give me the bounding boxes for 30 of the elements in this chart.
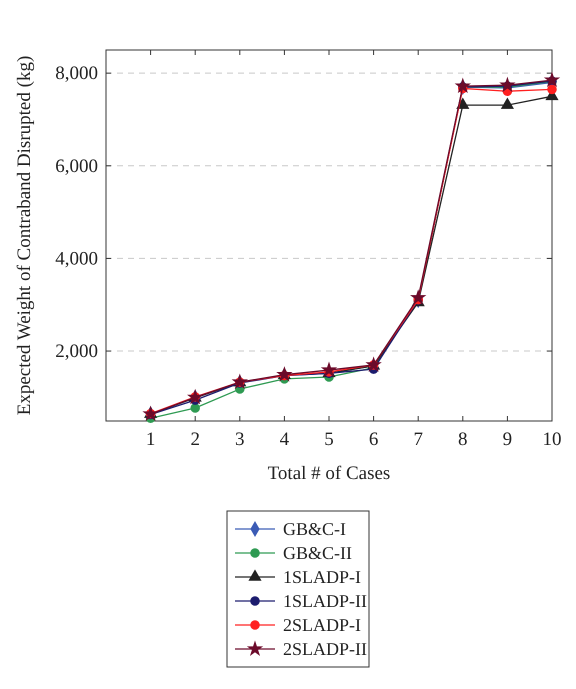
point <box>322 362 336 376</box>
legend-label: 1SLADP-II <box>283 591 368 611</box>
legend-label: 2SLADP-I <box>283 615 362 635</box>
y-tick-label: 8,000 <box>55 63 98 84</box>
point <box>500 77 515 92</box>
x-tick-label: 4 <box>280 429 290 450</box>
point <box>190 403 200 413</box>
y-tick-label: 4,000 <box>55 248 98 270</box>
legend-label: 2SLADP-II <box>283 639 368 659</box>
x-tick-label: 6 <box>368 429 378 450</box>
x-tick-label: 1 <box>146 429 156 450</box>
x-axis-title: Total # of Cases <box>268 463 390 484</box>
point <box>501 98 514 109</box>
legend-label: 1SLADP-I <box>283 567 362 587</box>
point <box>455 78 470 92</box>
x-tick-label: 9 <box>502 429 512 450</box>
x-tick-label: 7 <box>413 429 423 450</box>
point <box>547 84 557 94</box>
legend-label: GB&C-I <box>283 519 346 539</box>
legend-label: GB&C-II <box>283 543 352 563</box>
y-tick-label: 6,000 <box>55 156 98 177</box>
y-tick-label: 2,000 <box>55 341 98 362</box>
x-tick-label: 3 <box>235 429 245 450</box>
x-tick-label: 10 <box>542 429 562 450</box>
x-tick-label: 8 <box>458 429 468 450</box>
x-tick-label: 2 <box>190 429 200 450</box>
point <box>143 406 158 420</box>
y-axis-title: Expected Weight of Contraband Disrupted (kg) <box>14 56 35 416</box>
x-tick-label: 5 <box>324 429 334 450</box>
point <box>410 290 426 304</box>
